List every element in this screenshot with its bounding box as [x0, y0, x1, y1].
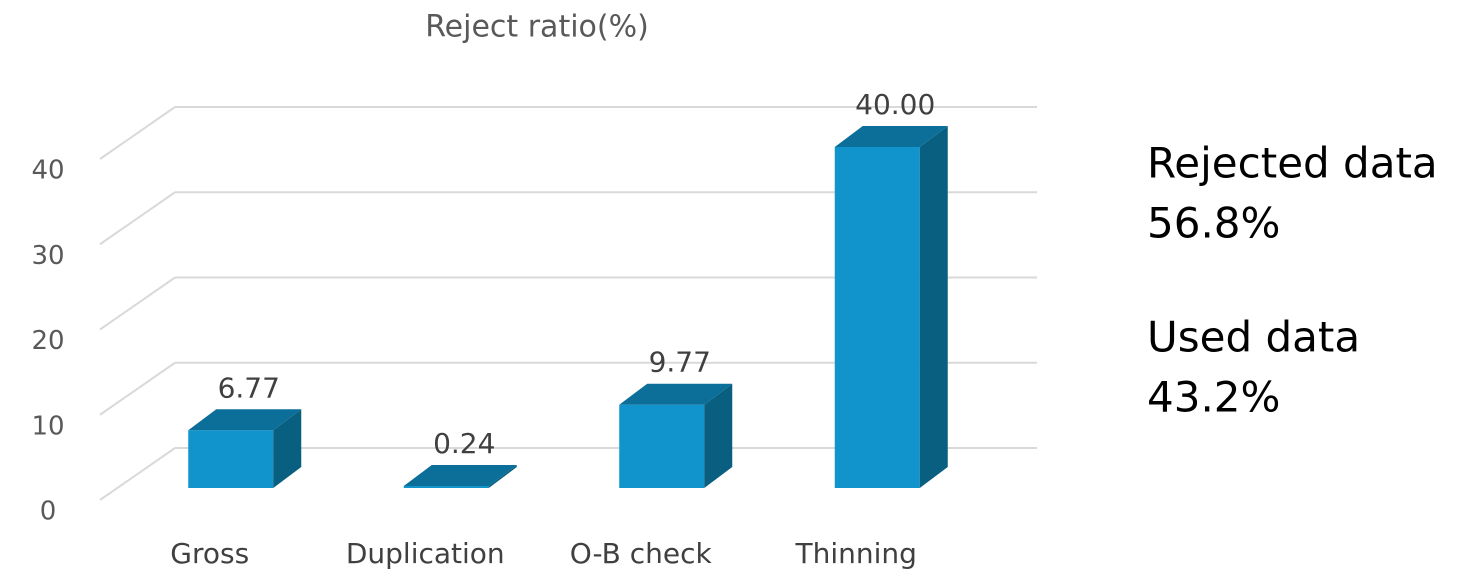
y-tick-label: 20: [31, 326, 64, 356]
annotation-label: Rejected data: [1147, 139, 1438, 188]
grid-line: [99, 361, 176, 416]
bar-side: [488, 464, 517, 488]
grid-line: [99, 191, 176, 246]
annotation-value: 56.8%: [1147, 199, 1280, 248]
bar-side: [919, 126, 948, 488]
bar-top: [834, 126, 948, 147]
bar-top: [403, 464, 517, 486]
value-label: 6.77: [218, 371, 280, 404]
bar-top: [188, 409, 302, 431]
x-tick-label: Duplication: [346, 537, 505, 570]
annotation-value: 43.2%: [1147, 373, 1280, 422]
x-tick-label: Gross: [170, 537, 249, 570]
x-tick-label: Thinning: [795, 537, 917, 570]
y-tick-label: 30: [31, 241, 64, 271]
grid-line: [99, 276, 176, 331]
bar-side: [273, 409, 302, 488]
grid-line: [99, 106, 176, 160]
y-tick-label: 0: [40, 497, 57, 527]
x-tick-label: O-B check: [570, 537, 713, 570]
value-label: 40.00: [855, 88, 935, 121]
grid-line: [99, 447, 176, 501]
y-tick-label: 10: [31, 411, 64, 441]
bar: [834, 126, 948, 488]
value-label: 0.24: [433, 427, 495, 460]
annotation-label: Used data: [1147, 313, 1360, 362]
value-label: 9.77: [649, 346, 711, 379]
y-tick-label: 40: [31, 156, 64, 186]
bar: [403, 464, 517, 488]
bar-side: [704, 383, 733, 488]
bar-front: [619, 404, 705, 488]
bar-top: [619, 383, 733, 405]
bar-front: [188, 430, 274, 488]
bar: [188, 409, 302, 488]
chart-title: Reject ratio(%): [425, 10, 649, 45]
bar-front: [834, 147, 920, 488]
bar-front: [403, 485, 489, 488]
bar: [619, 383, 733, 488]
